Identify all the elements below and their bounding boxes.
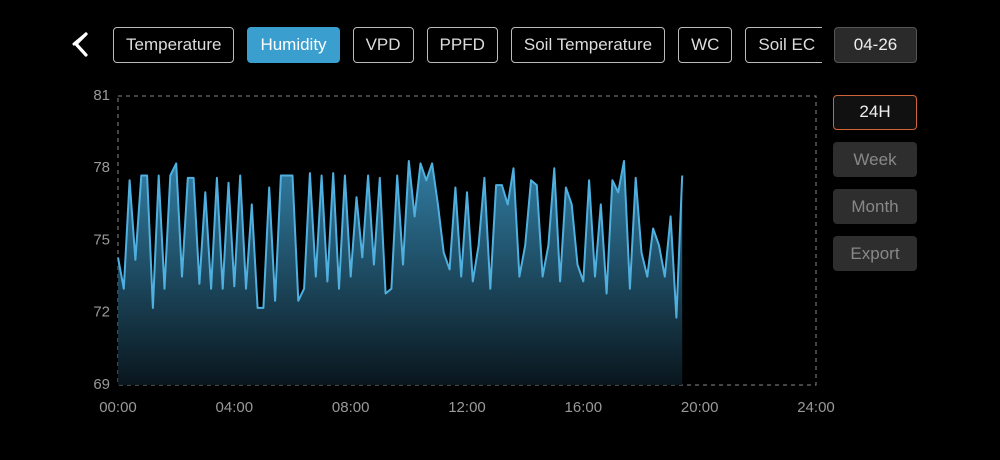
tab[interactable]: VPD <box>352 27 414 63</box>
x-tick-label: 00:00 <box>99 399 137 416</box>
y-tick-label: 75 <box>93 231 110 248</box>
x-tick-label: 04:00 <box>216 399 254 416</box>
range-button[interactable]: Export <box>833 236 917 271</box>
x-tick-label: 12:00 <box>448 399 486 416</box>
tab[interactable]: WC <box>678 27 733 63</box>
tab[interactable]: Soil EC <box>745 27 822 63</box>
x-tick-label: 08:00 <box>332 399 370 416</box>
tab[interactable]: Soil Temperature <box>510 27 666 63</box>
tab-bar: Temperature Humidity VPD PPFD Soil Temperatu… <box>113 27 822 63</box>
range-button[interactable]: Week <box>833 142 917 177</box>
x-tick-label: 20:00 <box>681 399 719 416</box>
y-tick-label: 78 <box>93 159 110 176</box>
tab[interactable]: PPFD <box>426 27 498 63</box>
range-button[interactable]: 24H <box>833 95 917 130</box>
y-tick-label: 72 <box>93 304 110 321</box>
x-tick-label: 16:00 <box>565 399 603 416</box>
line <box>117 160 684 319</box>
tab[interactable]: Humidity <box>247 27 340 63</box>
range-button[interactable]: Month <box>833 189 917 224</box>
y-tick-label: 81 <box>93 87 110 104</box>
y-tick-label: 69 <box>93 376 110 393</box>
x-tick-label: 24:00 <box>797 399 835 416</box>
tab[interactable]: Temperature <box>113 27 235 63</box>
date-picker[interactable]: 04-26 <box>834 27 917 63</box>
back-arrow[interactable] <box>74 32 88 57</box>
area <box>118 161 683 385</box>
